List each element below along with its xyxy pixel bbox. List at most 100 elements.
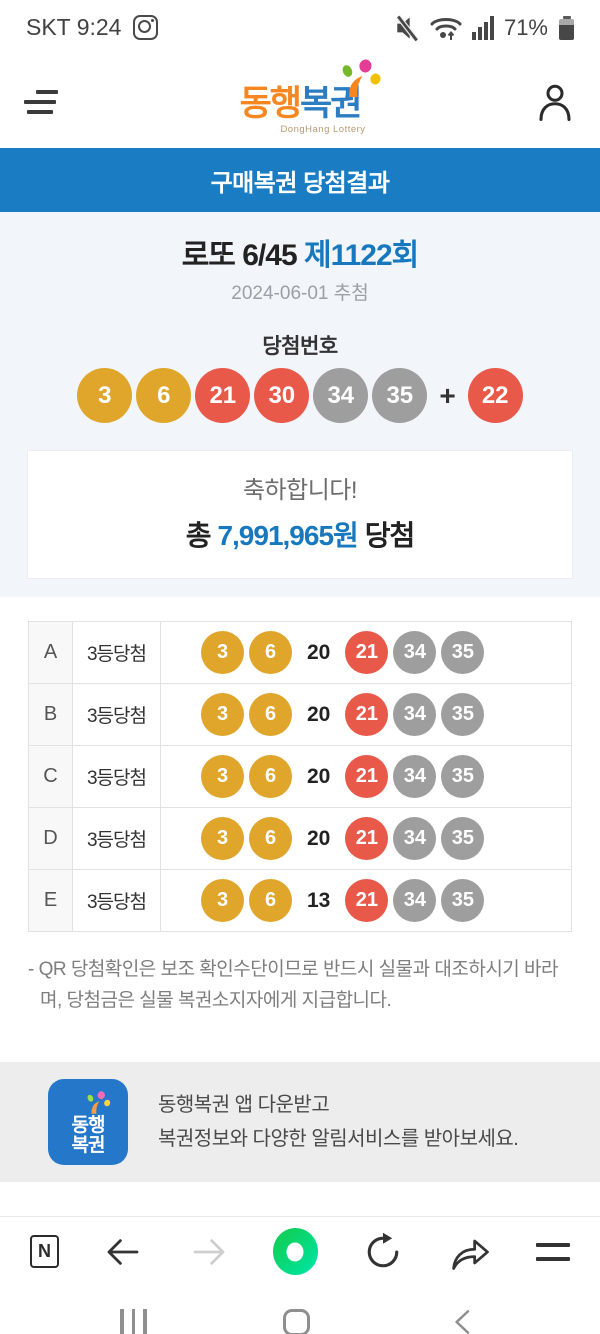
ticket-slot-label: D <box>28 807 73 870</box>
total-suffix: 당첨 <box>364 519 416 551</box>
lotto-ball: 34 <box>313 368 369 423</box>
refresh-icon[interactable] <box>361 1230 405 1274</box>
lotto-ball: 3 <box>201 693 244 736</box>
app-download-banner[interactable]: 동행 복권 동행복권 앱 다운받고 복권정보와 다양한 알림서비스를 받아보세요… <box>0 1062 600 1182</box>
battery-icon <box>559 15 574 40</box>
android-nav-bar <box>0 1286 600 1334</box>
lotto-ball: 3 <box>201 631 244 674</box>
status-bar: SKT 9:24 71% <box>0 0 600 55</box>
forward-icon[interactable] <box>188 1231 230 1273</box>
lotto-ball: 35 <box>372 368 428 423</box>
back-icon[interactable] <box>102 1231 144 1273</box>
share-icon[interactable] <box>449 1230 493 1274</box>
lotto-ball: 6 <box>249 755 292 798</box>
lotto-ball: 21 <box>345 755 389 798</box>
android-back-icon[interactable] <box>446 1302 480 1334</box>
browser-nav-bar: N <box>0 1216 600 1286</box>
lotto-ball: 30 <box>254 368 310 423</box>
battery-percent-label: 71% <box>503 14 548 40</box>
app-icon-text-1: 동행 <box>71 1114 106 1136</box>
total-amount: 7,991,965원 <box>217 519 358 551</box>
winning-numbers-label: 당첨번호 <box>262 335 338 358</box>
ticket-row: C 3등당첨 3 6 20 21 34 35 <box>28 745 572 808</box>
ticket-numbers-cell: 3 6 13 21 34 35 <box>160 869 572 932</box>
draw-title: 로또 6/45 제1122회 <box>0 238 600 274</box>
congrats-card: 축하합니다! 총 7,991,965원 당첨 <box>28 451 572 578</box>
ticket-result-label: 3등당첨 <box>72 869 161 932</box>
page-bottom-gap <box>0 1182 600 1216</box>
ticket-row: B 3등당첨 3 6 20 21 34 35 <box>28 683 572 746</box>
lotto-ball: 35 <box>441 817 485 860</box>
lotto-ball: 3 <box>201 879 244 922</box>
qr-notice: - QR 당첨확인은 보조 확인수단이므로 반드시 실물과 대조하시기 바라며,… <box>28 959 559 1011</box>
lotto-ball: 3 <box>201 817 244 860</box>
logo-text: 동행복권 <box>239 84 363 123</box>
lotto-ball: 21 <box>345 879 389 922</box>
lotto-ball: 22 <box>467 368 523 423</box>
ticket-number-plain: 13 <box>307 888 331 912</box>
tickets-section: A 3등당첨 3 6 20 21 34 35 B 3등당첨 3 6 20 21 34 35 C 3등당첨 3 6 20 2… <box>0 621 600 1062</box>
wifi-icon <box>430 17 462 40</box>
congrats-total: 총 7,991,965원 당첨 <box>185 514 416 554</box>
app-banner-text: 동행복권 앱 다운받고 복권정보와 다양한 알림서비스를 받아보세요. <box>158 1088 519 1156</box>
ticket-number-plain: 20 <box>307 640 331 664</box>
round-label: 제1122회 <box>303 239 419 272</box>
lotto-ball: 21 <box>195 368 251 423</box>
lotto-ball: 6 <box>249 693 292 736</box>
ticket-numbers-cell: 3 6 20 21 34 35 <box>160 745 572 808</box>
ticket-number-plain: 20 <box>307 702 331 726</box>
ticket-numbers-row: 3 6 20 21 34 35 <box>201 817 571 860</box>
ticket-numbers-row: 3 6 20 21 34 35 <box>201 693 571 736</box>
bonus-number-slot: 22 <box>467 368 523 423</box>
app-icon-figure <box>87 1090 111 1114</box>
ticket-slot-label: B <box>28 683 73 746</box>
lotto-ball: 21 <box>345 693 389 736</box>
lotto-ball: 34 <box>393 693 437 736</box>
naver-app-icon[interactable]: N <box>30 1235 59 1268</box>
ticket-result-label: 3등당첨 <box>72 807 161 870</box>
lotto-ball: 6 <box>249 879 292 922</box>
logo-subtitle: DongHang Lottery <box>280 124 366 135</box>
plus-sign: + <box>439 379 456 411</box>
instagram-notification-icon <box>133 15 159 40</box>
draw-date: 2024-06-01 추첨 <box>231 283 369 304</box>
ticket-row: D 3등당첨 3 6 20 21 34 35 <box>28 807 572 870</box>
ticket-slot-label: A <box>28 621 73 684</box>
user-profile-icon[interactable] <box>534 80 576 124</box>
app-banner-line1: 동행복권 앱 다운받고 <box>158 1094 330 1116</box>
winning-numbers-row: 3 6 21 30 34 35 + 22 <box>0 368 600 423</box>
lotto-ball: 34 <box>393 631 437 674</box>
lotto-ball: 21 <box>345 817 389 860</box>
ticket-slot-label: C <box>28 745 73 808</box>
browser-menu-icon[interactable] <box>535 1242 570 1261</box>
recents-icon[interactable] <box>120 1308 147 1334</box>
carrier-time-label: SKT 9:24 <box>26 14 122 40</box>
ticket-result-label: 3등당첨 <box>72 745 161 808</box>
ticket-result-label: 3등당첨 <box>72 683 161 746</box>
total-prefix: 총 <box>185 519 212 551</box>
lotto-ball: 6 <box>249 631 292 674</box>
app-banner-line2: 복권정보와 다양한 알림서비스를 받아보세요. <box>158 1128 519 1150</box>
winning-numbers-main: 3 6 21 30 34 35 <box>77 368 428 423</box>
home-icon[interactable] <box>282 1308 310 1334</box>
ticket-numbers-row: 3 6 20 21 34 35 <box>201 755 571 798</box>
result-section: 로또 6/45 제1122회 2024-06-01 추첨 당첨번호 3 6 21 30… <box>0 212 600 597</box>
menu-icon[interactable] <box>24 89 58 114</box>
lotto-ball: 3 <box>201 755 244 798</box>
ticket-numbers-cell: 3 6 20 21 34 35 <box>160 683 572 746</box>
ticket-numbers-row: 3 6 20 21 34 35 <box>201 631 571 674</box>
tickets-table-body: A 3등당첨 3 6 20 21 34 35 B 3등당첨 3 6 20 21 34 35 C 3등당첨 3 6 20 2… <box>28 621 572 932</box>
lotto-ball: 6 <box>249 817 292 860</box>
ticket-row: E 3등당첨 3 6 13 21 34 35 <box>28 869 572 932</box>
lotto-ball: 34 <box>393 755 437 798</box>
naver-home-icon[interactable] <box>272 1228 318 1275</box>
ticket-row: A 3등당첨 3 6 20 21 34 35 <box>28 621 572 684</box>
game-name: 로또 6/45 <box>181 239 298 272</box>
ticket-result-label: 3등당첨 <box>72 621 161 684</box>
donghang-lottery-logo[interactable]: 동행복권 DongHang Lottery <box>234 59 381 135</box>
lotto-ball: 35 <box>441 631 485 674</box>
ticket-numbers-cell: 3 6 20 21 34 35 <box>160 807 572 870</box>
lotto-ball: 35 <box>441 693 485 736</box>
lotto-ball: 35 <box>441 879 485 922</box>
ticket-numbers-row: 3 6 13 21 34 35 <box>201 879 571 922</box>
